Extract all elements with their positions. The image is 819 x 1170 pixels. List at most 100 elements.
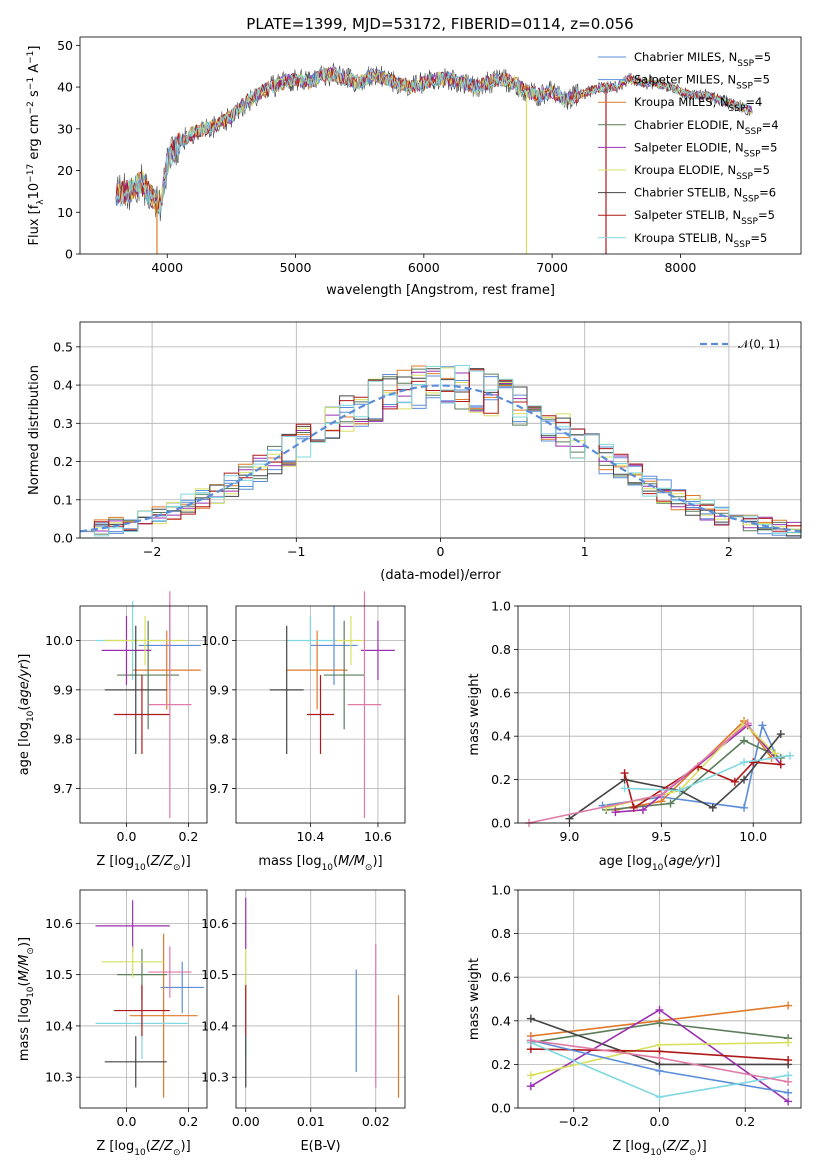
spectrum-plot bbox=[115, 63, 753, 254]
weight-marker bbox=[708, 803, 717, 812]
y-tick-label: 10.3 bbox=[45, 1070, 73, 1085]
y-tick-label: 40 bbox=[57, 80, 73, 95]
x-tick-label: 2 bbox=[725, 544, 733, 559]
y-tick-label: 10 bbox=[57, 205, 73, 220]
x-axis-label: mass [log10(M/M⊙)] bbox=[258, 854, 382, 873]
y-axis-label: mass weight bbox=[467, 673, 482, 755]
age_vs_mass-panel: 10.4 10.6 9.7 9.8 9.9 10.0 mass [log10(M/M⊙)] bbox=[201, 591, 406, 873]
weight-marker bbox=[785, 751, 794, 760]
y-tick-label: 10.4 bbox=[45, 1018, 73, 1033]
y-tick-label: 9.9 bbox=[209, 682, 229, 697]
y-tick-label: 9.9 bbox=[53, 682, 73, 697]
y-tick-label: 0.1 bbox=[53, 492, 73, 507]
weight-marker bbox=[565, 814, 574, 823]
x-tick-label: 4000 bbox=[151, 260, 183, 275]
x-tick-label: 7000 bbox=[536, 260, 568, 275]
x-tick-label: 8000 bbox=[664, 260, 696, 275]
axes-frame bbox=[517, 605, 802, 824]
weight-marker bbox=[620, 784, 629, 793]
weight-marker bbox=[740, 736, 749, 745]
y-tick-label: 10.6 bbox=[201, 916, 229, 931]
spectrum-model-line bbox=[115, 67, 753, 214]
spectrum-model-line bbox=[115, 68, 753, 216]
y-tick-label: 10.5 bbox=[45, 967, 73, 982]
x-tick-label: −0.2 bbox=[559, 1114, 589, 1129]
x-axis-label: wavelength [Angstrom, rest frame] bbox=[326, 283, 555, 298]
y-tick-label: 10.3 bbox=[201, 1070, 229, 1085]
x-axis-label: (data-model)/error bbox=[380, 568, 501, 583]
weight_vs_Z-panel: −0.2 0.0 0.2 0.0 0.2 0.4 0.6 0.8 1.0 Z [log10(Z/Z… bbox=[467, 883, 802, 1158]
weight_vs_Z-plot bbox=[526, 1001, 793, 1106]
figure-title: PLATE=1399, MJD=53172, FIBERID=0114, z=0… bbox=[246, 15, 633, 33]
y-tick-label: 0.6 bbox=[491, 970, 511, 985]
weight-marker bbox=[655, 1093, 664, 1102]
weight-marker bbox=[655, 1005, 664, 1014]
x-axis-label: age [log10(age/yr)] bbox=[599, 854, 721, 873]
y-tick-label: 9.7 bbox=[53, 781, 73, 796]
mass_vs_ebv-plot bbox=[245, 897, 400, 1098]
legend-entry: Chabrier ELODIE, NSSP=4 bbox=[634, 118, 779, 137]
x-tick-label: 9.5 bbox=[651, 829, 671, 844]
weight-marker bbox=[784, 1088, 793, 1097]
y-tick-label: 30 bbox=[57, 121, 73, 136]
weight-marker bbox=[666, 799, 675, 808]
x-tick-label: 0.02 bbox=[362, 1114, 390, 1129]
y-axis-label: age [log10(age/yr)] bbox=[17, 654, 36, 776]
legend-entry: Kroupa MILES, NSSP=4 bbox=[634, 95, 762, 114]
legend-entry: Salpeter MILES, NSSP=5 bbox=[634, 73, 770, 92]
y-tick-label: 10.4 bbox=[201, 1018, 229, 1033]
y-tick-label: 20 bbox=[57, 163, 73, 178]
weight-marker bbox=[638, 805, 647, 814]
weight-marker bbox=[526, 1082, 535, 1091]
y-tick-label: 0.2 bbox=[491, 772, 511, 787]
x-tick-label: 0.2 bbox=[735, 1114, 755, 1129]
x-axis-label: Z [log10(Z/Z⊙)] bbox=[96, 1139, 190, 1158]
weight-marker bbox=[526, 1014, 535, 1023]
weight-marker bbox=[784, 1056, 793, 1065]
axes-frame bbox=[79, 36, 802, 255]
weight-marker bbox=[776, 730, 785, 739]
y-tick-label: 10.0 bbox=[201, 633, 229, 648]
x-tick-label: 0.0 bbox=[117, 1114, 137, 1129]
weight_vs_age-panel: 9.0 9.5 10.0 0.0 0.2 0.4 0.6 0.8 1.0 age [log10(a… bbox=[467, 599, 802, 873]
weight-series-line bbox=[624, 754, 791, 792]
y-tick-label: 0 bbox=[65, 247, 73, 262]
x-axis-label: E(B-V) bbox=[300, 1139, 340, 1154]
weight-marker bbox=[749, 758, 758, 767]
legend-entry: Kroupa ELODIE, NSSP=5 bbox=[634, 163, 770, 182]
y-tick-label: 0.4 bbox=[491, 1013, 511, 1028]
y-tick-label: 9.8 bbox=[209, 732, 229, 747]
legend-entry: Kroupa STELIB, NSSP=5 bbox=[634, 231, 767, 250]
spectrum-legend: Chabrier MILES, NSSP=5 Salpeter MILES, NS… bbox=[598, 50, 779, 250]
x-axis-label: Z [log10(Z/Z⊙)] bbox=[612, 1139, 706, 1158]
y-tick-label: 0.5 bbox=[53, 339, 73, 354]
y-axis-label: mass weight bbox=[467, 958, 482, 1040]
y-tick-label: 50 bbox=[57, 38, 73, 53]
normal-reference-curve bbox=[79, 384, 802, 533]
legend-entry: Chabrier STELIB, NSSP=6 bbox=[634, 186, 776, 205]
x-axis-label: Z [log10(Z/Z⊙)] bbox=[96, 854, 190, 873]
weight-marker bbox=[758, 721, 767, 730]
weight-marker bbox=[657, 790, 666, 799]
y-tick-label: 0.4 bbox=[53, 378, 73, 393]
y-tick-label: 0.2 bbox=[491, 1057, 511, 1072]
weight-marker bbox=[743, 719, 752, 728]
weight-marker bbox=[776, 760, 785, 769]
x-tick-label: 0.2 bbox=[178, 1114, 198, 1129]
x-tick-label: 10.0 bbox=[739, 829, 767, 844]
y-tick-label: 9.8 bbox=[53, 732, 73, 747]
weight-marker bbox=[784, 1038, 793, 1047]
residuals-legend: 𝒩(0, 1) bbox=[700, 337, 780, 351]
x-tick-label: 6000 bbox=[408, 260, 440, 275]
y-tick-label: 10.5 bbox=[201, 967, 229, 982]
y-axis-label: Normed distribution bbox=[27, 365, 42, 495]
x-tick-label: 0.0 bbox=[117, 829, 137, 844]
y-tick-label: 0.4 bbox=[491, 729, 511, 744]
x-tick-label: 0.00 bbox=[232, 1114, 260, 1129]
weight-marker bbox=[740, 775, 749, 784]
y-axis-label: mass [log10(M/M⊙)] bbox=[17, 937, 36, 1061]
mass_vs_ebv-panel: 0.00 0.01 0.02 10.3 10.4 10.5 10.6 E(B-V) bbox=[201, 889, 406, 1154]
axes-frame bbox=[235, 889, 406, 1109]
weight-series-line bbox=[615, 719, 773, 811]
